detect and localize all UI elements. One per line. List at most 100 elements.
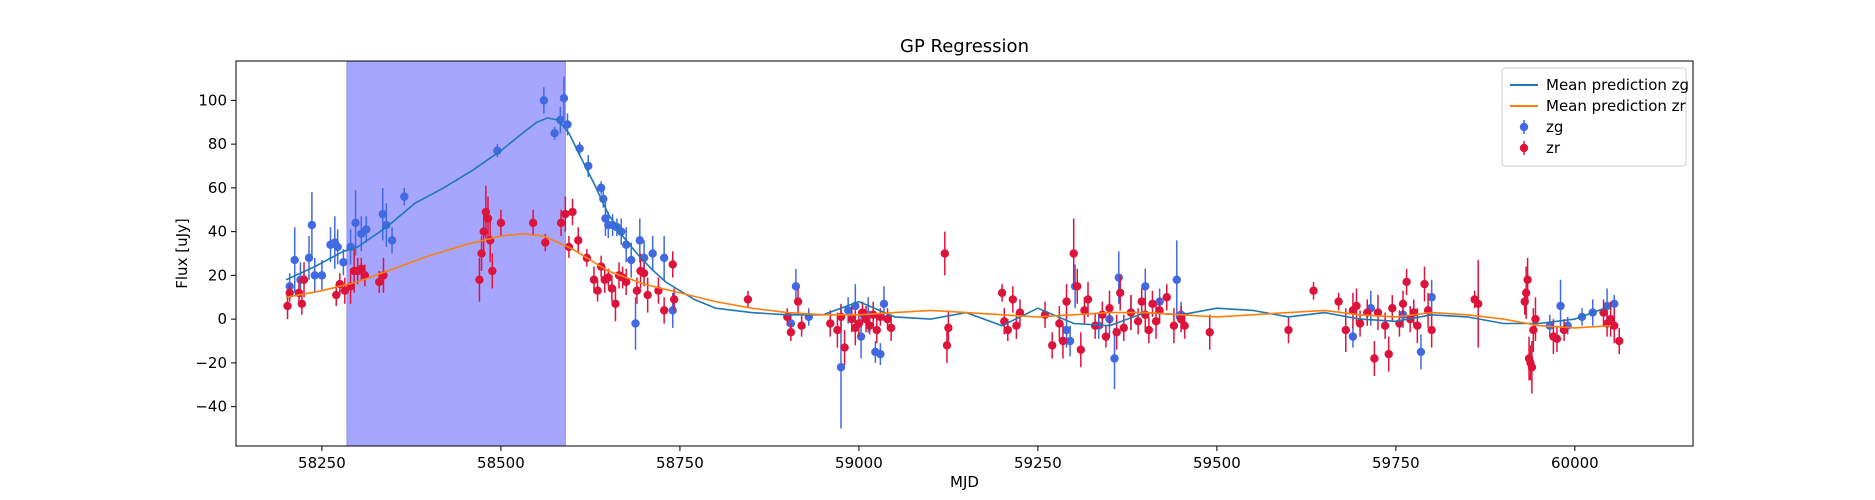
zr-data-point [1420, 279, 1429, 289]
zr-data-point [997, 288, 1007, 298]
zg-data-point [1172, 275, 1181, 284]
zr-data-point [1334, 297, 1343, 306]
zr-data-point [1119, 323, 1129, 333]
zr-data-point [668, 260, 677, 269]
zr-data-point [496, 218, 506, 228]
zr-data-point [611, 299, 620, 309]
zr-data-point [1413, 321, 1422, 330]
zr-data-point [632, 286, 642, 295]
zr-data-point [1373, 308, 1383, 317]
zr-data-point [488, 266, 497, 276]
zr-data-point [1552, 334, 1562, 344]
zr-data-point [1402, 277, 1411, 287]
zr-data-point [1015, 308, 1025, 317]
mean-prediction-zg-line [285, 117, 1611, 327]
zg-data-point [635, 236, 645, 245]
x-tick-label: 59000 [835, 454, 883, 472]
chart-title: GP Regression [900, 36, 1029, 57]
zg-data-point [876, 349, 885, 359]
zr-data-point [1101, 332, 1111, 341]
zg-data-point [493, 146, 502, 155]
zg-data-point [1065, 336, 1075, 346]
zr-data-point [643, 290, 652, 300]
zr-data-point [477, 249, 486, 258]
zg-data-point [400, 192, 409, 201]
zr-data-point [374, 277, 384, 287]
zg-data-point [843, 306, 853, 315]
zr-data-point [483, 214, 493, 223]
x-tick-label: 58500 [477, 454, 525, 472]
zr-data-point [942, 341, 952, 350]
highlight-span [346, 60, 566, 447]
zr-data-point [1003, 325, 1013, 335]
zr-data-point [1008, 295, 1018, 304]
zr-data-point [299, 275, 309, 284]
y-tick-label: −40 [195, 398, 227, 416]
zr-data-point [607, 284, 617, 293]
zr-data-point [360, 271, 370, 280]
zr-data-point [797, 321, 806, 330]
zg-data-point [550, 128, 559, 138]
zr-data-point [1615, 336, 1624, 346]
zr-data-point [561, 209, 570, 219]
zr-data-point [1076, 345, 1086, 354]
zg-data-point [362, 225, 371, 234]
zg-data-point [648, 249, 657, 258]
zr-data-point [574, 236, 583, 245]
zr-data-point [944, 323, 953, 333]
zr-data-point [1062, 297, 1071, 306]
zg-data-point [659, 253, 669, 263]
zg-data-point [556, 115, 565, 125]
zr-data-point [876, 312, 885, 322]
zg-data-point [304, 253, 314, 263]
legend: Mean prediction zg Mean prediction zr zg zr [1501, 67, 1689, 167]
zg-data-point [596, 183, 606, 193]
zg-data-point [1610, 299, 1619, 309]
zr-data-point [479, 227, 488, 236]
legend-label: zr [1546, 139, 1561, 157]
zg-data-point [1114, 273, 1123, 282]
zr-data-point [861, 314, 871, 324]
zr-data-point [886, 323, 896, 333]
zg-data-point [1348, 332, 1358, 341]
zg-data-point [333, 242, 342, 252]
zr-data-point [1098, 310, 1107, 319]
zr-data-point [940, 249, 950, 258]
zr-data-point [883, 314, 892, 324]
zg-data-point [879, 299, 889, 309]
zr-data-point [297, 299, 307, 309]
zr-data-point [1610, 321, 1619, 330]
x-tick-label: 59500 [1193, 454, 1241, 472]
zr-data-point [1180, 321, 1189, 330]
zr-data-point [1531, 314, 1540, 324]
legend-swatch-point [1519, 122, 1529, 132]
zg-data-point [563, 120, 572, 129]
zr-data-point [589, 275, 599, 284]
ticks-layer: 58250 58500 58750 59000 59250 59500 59750 60000… [195, 91, 1598, 472]
zg-data-point [378, 209, 387, 219]
zr-data-point [1169, 321, 1179, 330]
zr-data-point [1055, 319, 1064, 328]
zg-data-point [351, 218, 360, 228]
x-tick-label: 58750 [656, 454, 704, 472]
y-tick-label: 60 [208, 179, 227, 197]
series-layer [283, 76, 1624, 429]
zg-data-point [382, 220, 391, 230]
x-axis-label: MJD [950, 473, 979, 491]
zr-data-point [1352, 301, 1361, 311]
zr-data-point [1148, 299, 1157, 309]
x-tick-label: 58250 [298, 454, 346, 472]
y-tick-label: −20 [195, 354, 227, 372]
plot-frame [235, 60, 1694, 447]
zr-data-point [1137, 297, 1146, 306]
zr-data-point [1521, 288, 1531, 298]
zr-data-point [1162, 293, 1171, 302]
zg-data-point [310, 271, 319, 280]
legend-swatch-point [1519, 143, 1529, 153]
zr-data-point [1384, 349, 1393, 359]
zr-data-point [1474, 299, 1483, 309]
x-tick-label: 59750 [1372, 454, 1420, 472]
zr-data-point [1090, 321, 1100, 330]
zr-data-point [1529, 325, 1538, 335]
